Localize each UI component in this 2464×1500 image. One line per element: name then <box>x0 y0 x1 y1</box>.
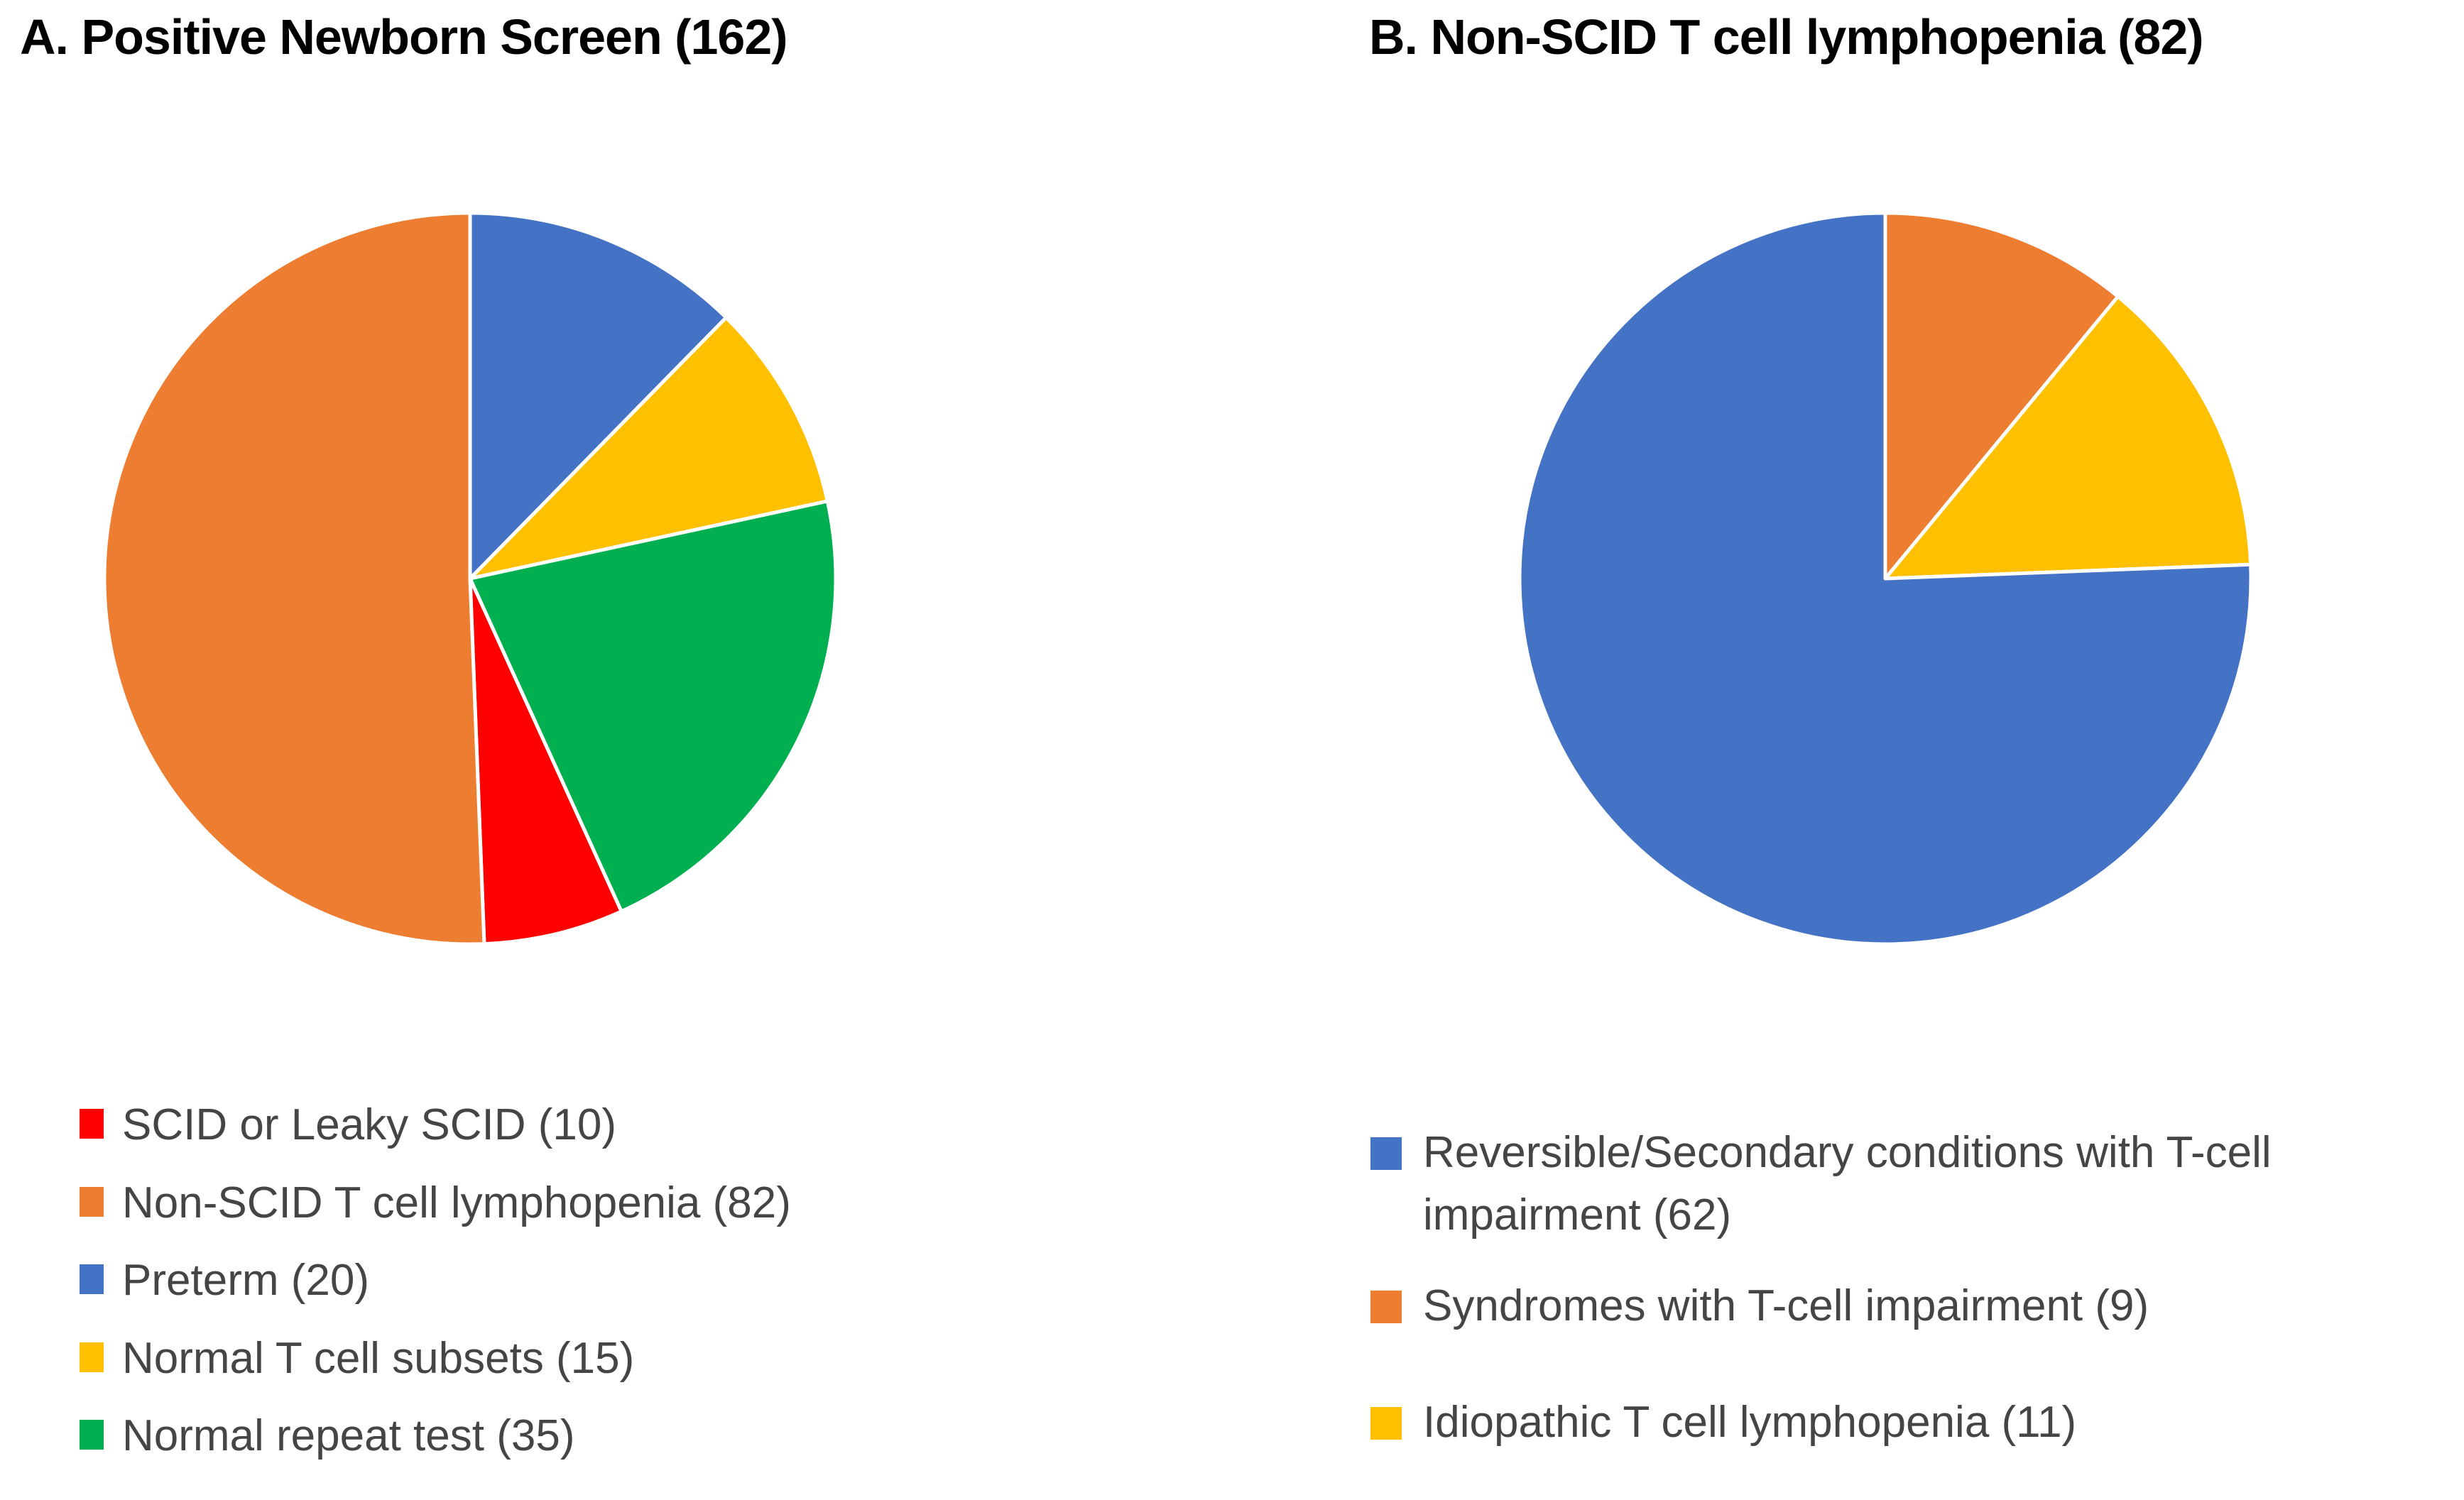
legend-item-non-scid-t-cell-lymphopenia: Non-SCID T cell lymphopenia (82) <box>80 1173 791 1234</box>
legend-label-scid-or-leaky-scid: SCID or Leaky SCID (10) <box>122 1100 616 1149</box>
legend-label-normal-repeat-test: Normal repeat test (35) <box>122 1411 575 1461</box>
pie-slice-normal-t-cell-subsets <box>468 315 829 581</box>
legend-item-reversible-secondary-conditions-with-t-cell-impairment: Reversible/Secondary conditions with T-c… <box>1370 1122 2414 1247</box>
pie-slice-scid-or-leaky-scid <box>468 576 623 946</box>
legend-label-idiopathic-t-cell-lymphopenia: Idiopathic T cell lymphopenia (11) <box>1423 1398 2077 1447</box>
pie-slice-normal-repeat-test <box>468 499 838 914</box>
legend-item-normal-t-cell-subsets: Normal T cell subsets (15) <box>80 1328 791 1389</box>
legend-swatch-idiopathic-t-cell-lymphopenia <box>1370 1407 1402 1440</box>
pie-chart-positive-newborn-screen <box>102 211 838 946</box>
legend-swatch-normal-t-cell-subsets <box>80 1342 104 1372</box>
pie-slice-non-scid-t-cell-lymphopenia <box>102 211 486 946</box>
legend-item-idiopathic-t-cell-lymphopenia: Idiopathic T cell lymphopenia (11) <box>1370 1391 2414 1454</box>
legend-item-preterm: Preterm (20) <box>80 1250 791 1311</box>
pie-slice-preterm <box>468 211 729 581</box>
legend-swatch-syndromes-with-t-cell-impairment <box>1370 1291 1402 1324</box>
legend-item-normal-repeat-test: Normal repeat test (35) <box>80 1406 791 1467</box>
legend-label-reversible-secondary-conditions-with-t-cell-impairment: Reversible/Secondary conditions with T-c… <box>1423 1128 2272 1240</box>
legend-label-non-scid-t-cell-lymphopenia: Non-SCID T cell lymphopenia (82) <box>122 1178 791 1227</box>
legend-swatch-preterm <box>80 1264 104 1295</box>
pie-slice-syndromes-with-t-cell-impairment <box>1883 211 2120 581</box>
legend-swatch-reversible-secondary-conditions-with-t-cell-impairment <box>1370 1137 1402 1170</box>
legend-item-scid-or-leaky-scid: SCID or Leaky SCID (10) <box>80 1095 791 1156</box>
pie-chart-non-scid-lymphopenia <box>1517 211 2253 946</box>
legend-swatch-scid-or-leaky-scid <box>80 1109 104 1139</box>
pie-slice-reversible-secondary-conditions-with-t-cell-impairment <box>1517 211 2253 946</box>
pie-slice-idiopathic-t-cell-lymphopenia <box>1883 295 2253 581</box>
chart-a-title: A. Positive Newborn Screen (162) <box>20 9 788 65</box>
legend-label-preterm: Preterm (20) <box>122 1256 369 1305</box>
chart-a-legend: SCID or Leaky SCID (10) Non-SCID T cell l… <box>80 1095 791 1484</box>
legend-label-syndromes-with-t-cell-impairment: Syndromes with T-cell impairment (9) <box>1423 1281 2149 1331</box>
legend-label-normal-t-cell-subsets: Normal T cell subsets (15) <box>122 1333 635 1383</box>
legend-item-syndromes-with-t-cell-impairment: Syndromes with T-cell impairment (9) <box>1370 1275 2414 1337</box>
chart-b-title: B. Non-SCID T cell lymphopenia (82) <box>1369 9 2204 65</box>
chart-b-legend: Reversible/Secondary conditions with T-c… <box>1370 1122 2414 1482</box>
legend-swatch-non-scid-t-cell-lymphopenia <box>80 1186 104 1217</box>
legend-swatch-normal-repeat-test <box>80 1420 104 1450</box>
